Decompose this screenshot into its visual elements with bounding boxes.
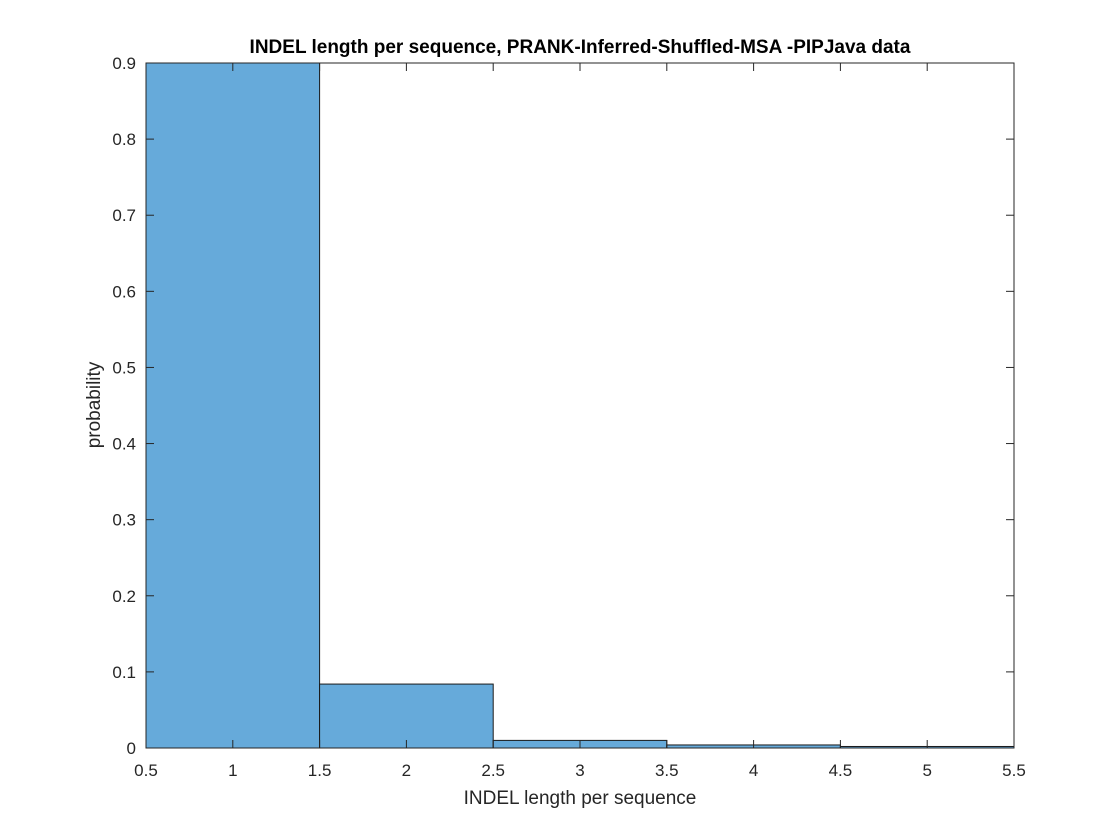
x-tick-label: 4.5 [829,761,853,780]
x-tick-label: 5 [922,761,931,780]
y-tick-label: 0.1 [112,663,136,682]
y-axis-label: probability [84,361,105,448]
y-tick-label: 0 [127,739,136,758]
bars-group [145,62,1015,749]
y-tick-label: 0.9 [112,54,136,73]
y-tick-label: 0.6 [112,282,136,301]
y-tick-label: 0.5 [112,358,136,377]
x-tick-label: 3.5 [655,761,679,780]
y-tick-label: 0.3 [112,511,136,530]
x-tick-label: 4 [749,761,758,780]
x-tick-label: 5.5 [1002,761,1026,780]
x-tick-label: 0.5 [134,761,158,780]
y-tick-label: 0.8 [112,130,136,149]
y-tick-label: 0.2 [112,587,136,606]
y-tick-label: 0.4 [112,435,136,454]
y-tick-label: 0.7 [112,206,136,225]
x-tick-label: 3 [575,761,584,780]
x-tick-label: 1.5 [308,761,332,780]
histogram-bar-1 [145,62,321,749]
x-tick-label: 2.5 [481,761,505,780]
x-axis-label: INDEL length per sequence [464,788,697,809]
x-tick-label: 1 [228,761,237,780]
y-axis-ticks: 0 0.1 0.2 0.3 0.4 0.5 0.6 0.7 0.8 0.9 [112,54,1014,758]
x-tick-label: 2 [402,761,411,780]
x-axis-ticks: 0.5 1 1.5 2 2.5 3 3.5 4 4.5 5 5.5 [134,63,1026,780]
chart-title: INDEL length per sequence, PRANK-Inferre… [250,37,911,58]
histogram-bar-2 [319,683,494,749]
